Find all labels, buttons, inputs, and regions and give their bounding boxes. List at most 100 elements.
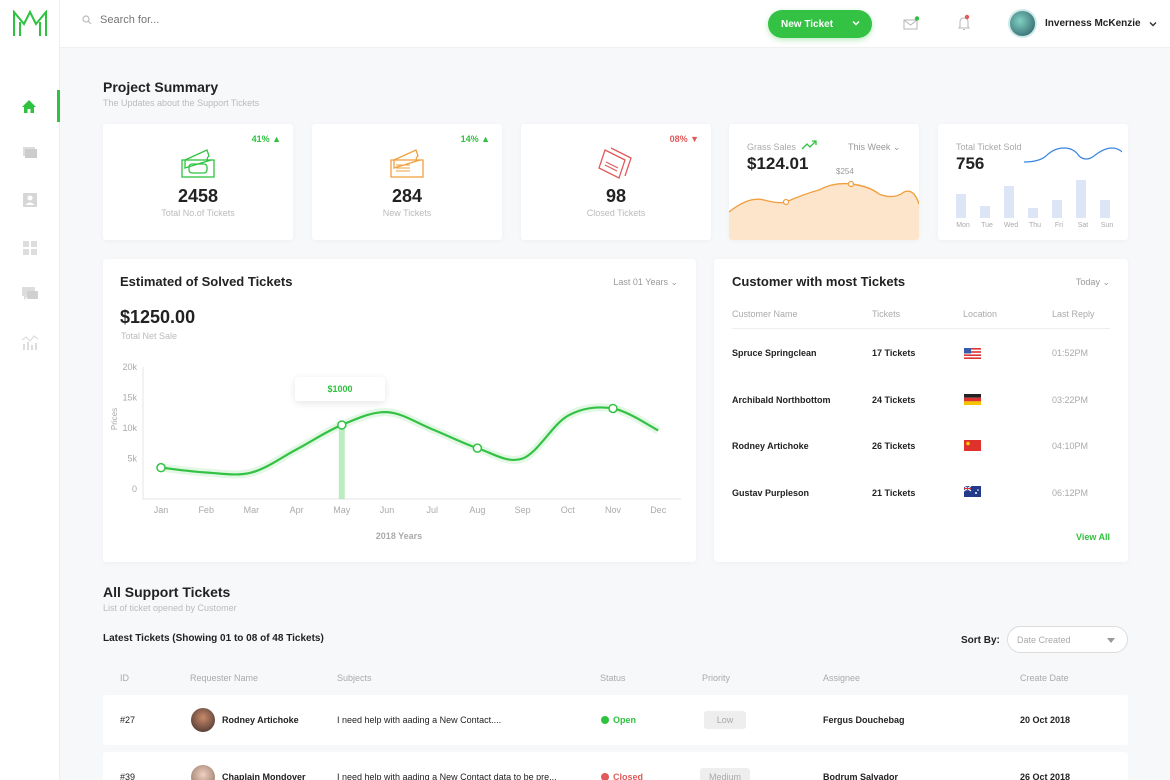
last-reply: 04:10PM	[1052, 441, 1089, 451]
point-label: $254	[836, 167, 854, 176]
bar	[1028, 208, 1038, 218]
customer-tickets: 24 Tickets	[872, 395, 916, 405]
home-icon	[21, 99, 36, 113]
ticket-icon	[181, 149, 215, 178]
x-tick-label: Aug	[469, 505, 485, 515]
y-tick-label: 20k	[122, 362, 137, 372]
ticket-sold-value: 756	[956, 154, 985, 173]
customer-name[interactable]: Archibald Northbottom	[732, 395, 831, 405]
ticket-sold-label: Total Ticket Sold	[956, 142, 1022, 152]
tickets-icon	[23, 147, 37, 158]
customer-tickets: 21 Tickets	[872, 488, 916, 498]
create-date: 26 Oct 2018	[1020, 772, 1071, 780]
bar	[956, 194, 966, 218]
ticket-subject: I need help with aading a New Contact da…	[337, 772, 557, 780]
column-header: Last Reply	[1052, 309, 1095, 319]
x-tick-label: Apr	[290, 505, 304, 515]
nav-analytics[interactable]	[0, 326, 60, 358]
customer-card: Customer with most Tickets Today ⌄ Custo…	[714, 259, 1128, 562]
net-sale-label: Total Net Sale	[121, 331, 178, 341]
day-label: Wed	[1003, 222, 1019, 229]
stat-value: 98	[605, 186, 627, 206]
last-reply: 06:12PM	[1052, 488, 1089, 498]
nav-contacts[interactable]	[0, 184, 60, 216]
y-tick-label: 0	[132, 484, 137, 494]
customer-name[interactable]: Spruce Springclean	[732, 348, 817, 358]
x-tick-label: Sep	[515, 505, 531, 515]
nav-tickets[interactable]	[0, 136, 60, 168]
day-label: Fri	[1054, 222, 1064, 229]
day-label: Tue	[981, 222, 993, 229]
divider	[732, 328, 1110, 329]
stat-pct: 41% ▲	[251, 134, 281, 144]
gross-sales-area-chart	[729, 180, 919, 240]
data-point	[608, 403, 618, 414]
search-bar	[82, 14, 300, 26]
chat-icon	[22, 287, 38, 300]
stat-label: New Tickets	[382, 208, 432, 218]
customer-name[interactable]: Rodney Artichoke	[732, 441, 809, 451]
status-badge: Closed	[601, 772, 643, 780]
x-axis-label: 2018 Years	[376, 531, 422, 541]
avatar	[1008, 9, 1037, 38]
sort-label: Sort By:	[961, 635, 1000, 646]
avatar	[191, 765, 215, 780]
search-input[interactable]	[100, 14, 300, 26]
gross-sales-label: Grass Sales	[747, 142, 797, 152]
x-tick-label: Feb	[198, 505, 214, 515]
column-header: Requester Name	[190, 673, 259, 683]
stat-pct: 14% ▲	[460, 134, 490, 144]
gross-sales-card: Grass Sales This Week ⌄ $124.01 $254	[729, 124, 919, 240]
view-all-link[interactable]: View All	[1075, 532, 1110, 542]
customer-tickets: 26 Tickets	[872, 441, 916, 451]
flag-us-icon	[964, 348, 981, 359]
column-header: Assignee	[823, 673, 861, 683]
create-date: 20 Oct 2018	[1020, 715, 1071, 725]
stat-card-closed: 08% ▼ 98 Closed Tickets	[521, 124, 711, 240]
gross-sales-value: $124.01	[747, 154, 809, 173]
chevron-down-icon	[1149, 21, 1157, 26]
status-badge: Open	[601, 715, 636, 725]
y-tick-label: 5k	[127, 454, 137, 464]
user-name: Inverness McKenzie	[1045, 18, 1141, 29]
page-subtitle: The Updates about the Support Tickets	[103, 98, 260, 108]
latest-tickets-label: Latest Tickets (Showing 01 to 08 of 48 T…	[103, 633, 324, 644]
table-row[interactable]: #39 Chaplain Mondover I need help with a…	[103, 752, 1128, 780]
year-filter[interactable]: Last 01 Years ⌄	[613, 277, 678, 287]
x-tick-label: Jan	[154, 505, 169, 515]
column-header: Status	[600, 673, 626, 683]
day-label: Sun	[1100, 222, 1114, 229]
net-sale-value: $1250.00	[120, 307, 196, 327]
new-ticket-button[interactable]: New Ticket	[768, 10, 872, 38]
stat-label: Total No.of Tickets	[161, 208, 235, 218]
stat-card-total: 41% ▲ 2458 Total No.of Tickets	[103, 124, 293, 240]
nav-home[interactable]	[0, 90, 60, 122]
table-row[interactable]: #27 Rodney Artichoke I need help with aa…	[103, 695, 1128, 745]
customer-tickets: 17 Tickets	[872, 348, 916, 358]
requester-name: Rodney Artichoke	[222, 715, 299, 725]
support-subtitle: List of ticket opened by Customer	[103, 603, 237, 613]
x-tick-label: Jul	[426, 505, 438, 515]
sort-select[interactable]: Date Created	[1007, 626, 1128, 653]
x-tick-label: Oct	[561, 505, 576, 515]
stat-label: Closed Tickets	[586, 208, 646, 218]
user-menu[interactable]: Inverness McKenzie	[1008, 9, 1157, 38]
customer-title: Customer with most Tickets	[732, 274, 906, 289]
bell-icon[interactable]	[956, 14, 972, 32]
nav-messages[interactable]	[0, 278, 60, 310]
priority-badge: Medium	[700, 768, 750, 780]
nav-reports[interactable]	[0, 232, 60, 264]
week-filter[interactable]: This Week ⌄	[848, 142, 901, 152]
bar	[1076, 180, 1086, 218]
data-point	[337, 420, 347, 430]
ticket-icon	[598, 147, 632, 179]
customer-name[interactable]: Gustav Purpleson	[732, 488, 810, 498]
day-label: Sat	[1077, 222, 1089, 229]
assignee: Bodrum Salvador	[823, 772, 899, 780]
mail-icon[interactable]	[903, 16, 919, 32]
contact-icon	[23, 193, 37, 207]
today-filter[interactable]: Today ⌄	[1075, 277, 1110, 287]
grid-icon	[23, 241, 37, 255]
x-tick-label: Nov	[605, 505, 622, 515]
column-header: Priority	[702, 673, 731, 683]
